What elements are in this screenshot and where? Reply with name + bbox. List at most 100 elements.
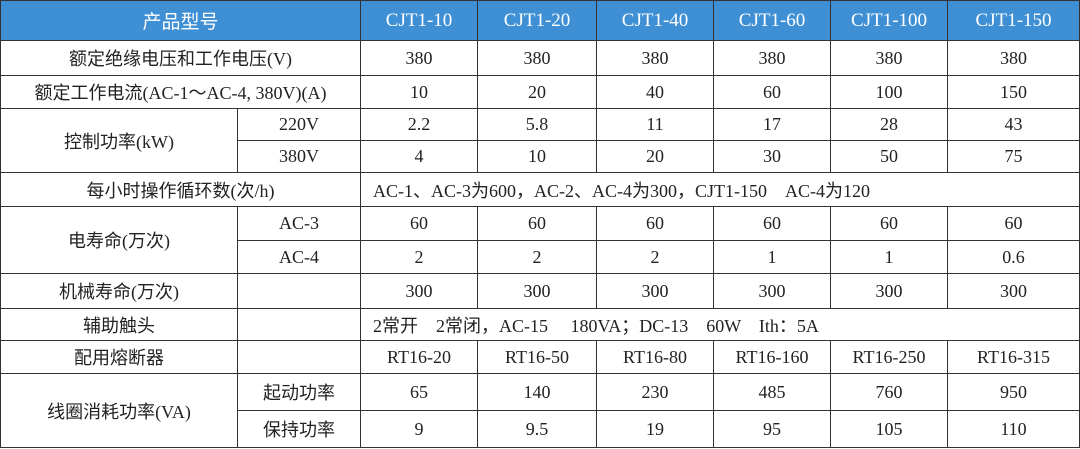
- value-cell: 230: [596, 373, 715, 411]
- sub-label: 保持功率: [236, 410, 362, 448]
- value-cell: RT16-250: [830, 340, 949, 374]
- row-label: 线圈消耗功率(VA): [0, 373, 238, 448]
- model-header: CJT1-150: [947, 0, 1080, 41]
- value-cell: 300: [596, 273, 715, 309]
- value-cell: RT16-315: [947, 340, 1080, 374]
- value-cell: 30: [713, 140, 832, 173]
- value-cell: 380: [477, 40, 598, 76]
- value-cell: 20: [477, 75, 598, 109]
- table-row: 机械寿命(万次) 300 300 300 300 300 300: [0, 273, 1080, 309]
- row-label: 控制功率(kW): [0, 108, 238, 173]
- row-label: 每小时操作循环数(次/h): [0, 172, 362, 207]
- table-row: 控制功率(kW) 220V 2.2 5.8 11 17 28 43: [0, 108, 1080, 173]
- value-cell: 0.6: [947, 240, 1080, 274]
- value-cell: 105: [830, 410, 949, 448]
- sub-label: AC-3: [236, 206, 362, 241]
- sub-label: 起动功率: [236, 373, 362, 411]
- value-cell: 75: [947, 140, 1080, 173]
- value-cell: RT16-160: [713, 340, 832, 374]
- value-cell: 65: [360, 373, 479, 411]
- table-row: 电寿命(万次) AC-3 60 60 60 60 60 60: [0, 206, 1080, 274]
- empty-cell: [236, 308, 362, 341]
- table-row: 每小时操作循环数(次/h) AC-1、AC-3为600，AC-2、AC-4为300…: [0, 172, 1080, 207]
- value-cell: 950: [947, 373, 1080, 411]
- value-cell: 60: [360, 206, 479, 241]
- value-cell: 300: [713, 273, 832, 309]
- value-cell: 380: [947, 40, 1080, 76]
- value-cell: 380: [360, 40, 479, 76]
- value-cell: 300: [947, 273, 1080, 309]
- value-cell: 1: [713, 240, 832, 274]
- value-cell: 100: [830, 75, 949, 109]
- value-cell: 760: [830, 373, 949, 411]
- value-cell: 150: [947, 75, 1080, 109]
- value-cell: 5.8: [477, 108, 598, 141]
- value-cell: 4: [360, 140, 479, 173]
- value-cell: 19: [596, 410, 715, 448]
- table-row: 保持功率 9 9.5 19 95 105 110: [1, 410, 1080, 448]
- value-cell: 50: [830, 140, 949, 173]
- value-cell: 2: [477, 240, 598, 274]
- value-cell: 60: [477, 206, 598, 241]
- table-row: 辅助触头 2常开 2常闭，AC-15 180VA；DC-13 60W Ith：5A: [0, 308, 1080, 341]
- value-cell: RT16-80: [596, 340, 715, 374]
- value-cell: 300: [360, 273, 479, 309]
- value-cell: 11: [596, 108, 715, 141]
- table-row: 产品型号 CJT1-10 CJT1-20 CJT1-40 CJT1-60 CJT1-100…: [0, 0, 1080, 41]
- row-label: 机械寿命(万次): [0, 273, 238, 309]
- value-cell: 60: [596, 206, 715, 241]
- merged-text: AC-1、AC-3为600，AC-2、AC-4为300，CJT1-150 AC-…: [360, 172, 1080, 207]
- empty-cell: [236, 340, 362, 374]
- value-cell: RT16-20: [360, 340, 479, 374]
- value-cell: 110: [947, 410, 1080, 448]
- value-cell: 60: [713, 206, 832, 241]
- row-label: 配用熔断器: [0, 340, 238, 374]
- value-cell: 140: [477, 373, 598, 411]
- value-cell: 2: [360, 240, 479, 274]
- value-cell: 60: [947, 206, 1080, 241]
- value-cell: 10: [477, 140, 598, 173]
- table-row: 配用熔断器 RT16-20 RT16-50 RT16-80 RT16-160 RT16-2…: [0, 340, 1080, 374]
- model-header: CJT1-10: [360, 0, 479, 41]
- row-label: 额定工作电流(AC-1～AC-4, 380V)(A): [0, 75, 362, 109]
- sub-label: 380V: [236, 140, 362, 173]
- value-cell: 40: [596, 75, 715, 109]
- value-cell: 9: [360, 410, 479, 448]
- value-cell: 60: [713, 75, 832, 109]
- model-header: CJT1-20: [477, 0, 598, 41]
- value-cell: 95: [713, 410, 832, 448]
- value-cell: 60: [830, 206, 949, 241]
- value-cell: 300: [477, 273, 598, 309]
- value-cell: 28: [830, 108, 949, 141]
- row-label: 电寿命(万次): [0, 206, 238, 274]
- model-header: CJT1-100: [830, 0, 949, 41]
- value-cell: 2: [596, 240, 715, 274]
- empty-cell: [236, 273, 362, 309]
- merged-text: 2常开 2常闭，AC-15 180VA；DC-13 60W Ith：5A: [360, 308, 1080, 341]
- value-cell: 380: [830, 40, 949, 76]
- model-header: CJT1-60: [713, 0, 832, 41]
- table-row: 380V 4 10 20 30 50 75: [1, 140, 1080, 173]
- table-row: 线圈消耗功率(VA) 起动功率 65 140 230 485 760 950: [0, 373, 1080, 448]
- value-cell: 300: [830, 273, 949, 309]
- value-cell: 43: [947, 108, 1080, 141]
- value-cell: 9.5: [477, 410, 598, 448]
- row-label: 额定绝缘电压和工作电压(V): [0, 40, 362, 76]
- value-cell: 2.2: [360, 108, 479, 141]
- table-row: 额定绝缘电压和工作电压(V) 380 380 380 380 380 380: [0, 40, 1080, 76]
- row-label: 辅助触头: [0, 308, 238, 341]
- value-cell: 485: [713, 373, 832, 411]
- sub-label: AC-4: [236, 240, 362, 274]
- model-header: CJT1-40: [596, 0, 715, 41]
- value-cell: 1: [830, 240, 949, 274]
- value-cell: 380: [713, 40, 832, 76]
- value-cell: 17: [713, 108, 832, 141]
- header-label: 产品型号: [0, 0, 362, 41]
- value-cell: 20: [596, 140, 715, 173]
- sub-label: 220V: [236, 108, 362, 141]
- value-cell: 380: [596, 40, 715, 76]
- table-row: 额定工作电流(AC-1～AC-4, 380V)(A) 10 20 40 60 100 150: [0, 75, 1080, 109]
- value-cell: RT16-50: [477, 340, 598, 374]
- table-row: AC-4 2 2 2 1 1 0.6: [1, 240, 1080, 274]
